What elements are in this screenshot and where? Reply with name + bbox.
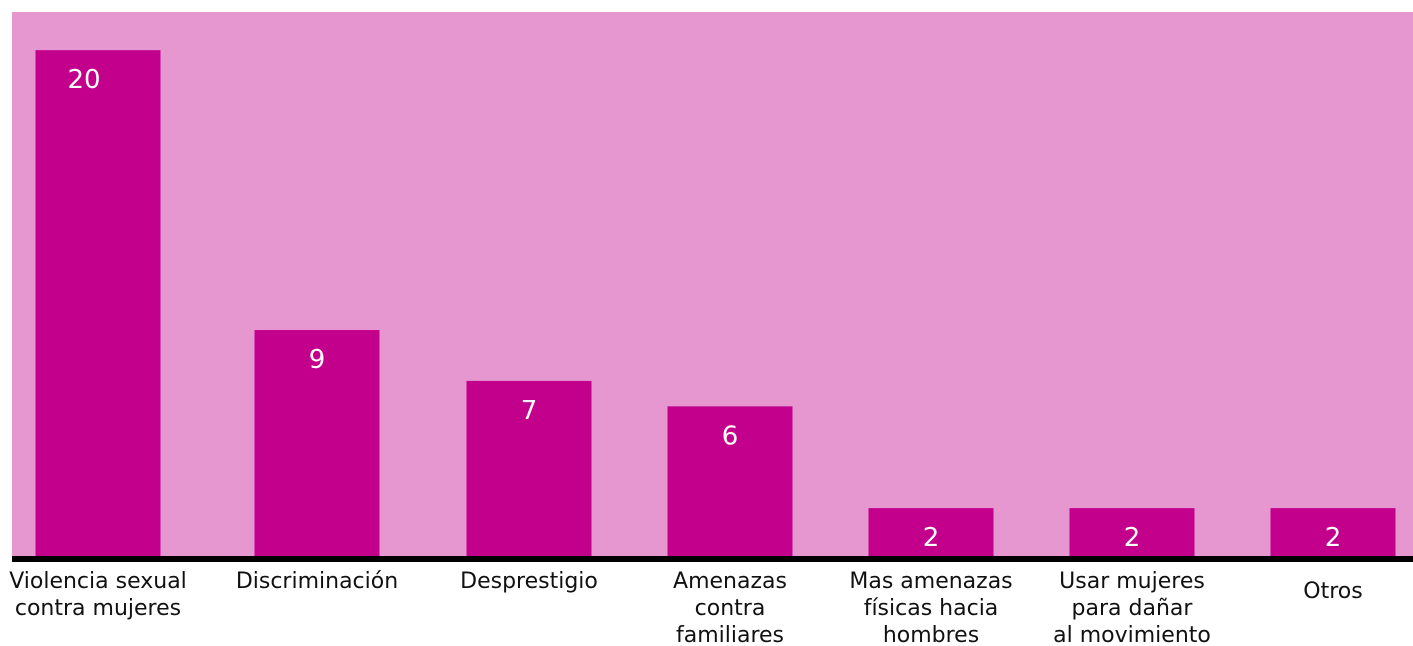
data-label-2: 7 — [521, 396, 538, 426]
category-label-1-line-0: Discriminación — [236, 569, 398, 594]
data-label-0: 20 — [67, 65, 100, 95]
category-label-4-line-2: hombres — [883, 623, 979, 646]
category-label-3-line-0: Amenazas — [673, 569, 787, 594]
category-label-0-line-0: Violencia sexual — [9, 569, 187, 594]
category-label-5-line-2: al movimiento — [1053, 623, 1211, 646]
category-label-4-line-0: Mas amenazas — [849, 569, 1012, 594]
bar-0 — [35, 50, 161, 560]
bar-5 — [1069, 508, 1195, 559]
data-label-6: 2 — [1325, 523, 1342, 553]
category-label-3-line-2: familiares — [676, 623, 784, 646]
category-label-5-line-1: para dañar — [1072, 596, 1194, 621]
category-label-4-line-1: físicas hacia — [864, 596, 999, 621]
category-label-6-line-0: Otros — [1303, 579, 1362, 604]
data-label-1: 9 — [309, 345, 326, 375]
data-labels-group: 20 9 7 6 2 2 2 — [67, 65, 1341, 553]
data-label-5: 2 — [1124, 523, 1141, 553]
bar-6 — [1270, 508, 1396, 559]
bar-3 — [667, 406, 793, 559]
category-label-0-line-1: contra mujeres — [15, 596, 181, 621]
bars-group — [35, 50, 1396, 560]
data-label-4: 2 — [923, 523, 940, 553]
bar-4 — [868, 508, 994, 559]
category-label-3-line-1: contra — [695, 596, 766, 621]
bar-2 — [466, 380, 592, 559]
bar-1 — [254, 330, 380, 559]
data-label-3: 6 — [722, 421, 739, 451]
category-label-2-line-0: Desprestigio — [460, 569, 598, 594]
category-label-5-line-0: Usar mujeres — [1059, 569, 1205, 594]
